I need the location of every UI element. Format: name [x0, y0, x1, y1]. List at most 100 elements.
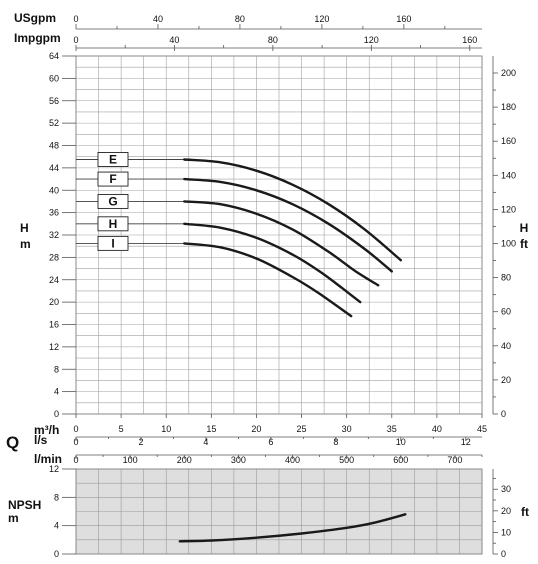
usgpm-tick-label: 80 — [235, 14, 245, 24]
h-right-axis-letter: H — [520, 221, 529, 235]
curve-label-G: G — [108, 194, 117, 208]
m3h-tick-label: 20 — [251, 424, 261, 434]
m3h-tick-label: 40 — [432, 424, 442, 434]
ls-tick-label: 4 — [203, 437, 208, 447]
npsh-m-ticks: 0 4 8 12 — [49, 464, 76, 559]
h-m-tick-label: 36 — [49, 208, 59, 218]
curve-label-box-H — [97, 216, 129, 232]
curve-label-I: I — [111, 236, 114, 250]
lmin-tick-label: 700 — [447, 455, 462, 465]
h-m-tick-label: 56 — [49, 96, 59, 106]
npsh-grid — [76, 469, 482, 554]
curve-label-box-G — [97, 193, 129, 209]
npsh-ft-axis-label: ft — [521, 505, 529, 519]
curve-I — [183, 242, 353, 318]
lmin-tick-label: 500 — [339, 455, 354, 465]
q-label: Q — [6, 433, 19, 452]
usgpm-tick-label: 160 — [396, 14, 411, 24]
h-m-tick-label: 12 — [49, 342, 59, 352]
curve-F — [183, 177, 393, 273]
curve-E — [183, 158, 402, 262]
npsh-ft-ticks: 0 10 20 30 — [492, 469, 511, 559]
h-m-tick-label: 48 — [49, 141, 59, 151]
lmin-tick-label: 300 — [231, 455, 246, 465]
curve-label-E: E — [109, 152, 117, 166]
curve-label-box-F — [97, 171, 129, 187]
npsh-ft-tick-label: 20 — [501, 506, 511, 516]
lmin-tick-label: 100 — [123, 455, 138, 465]
npsh-curve — [178, 513, 407, 543]
h-m-tick-label: 28 — [49, 252, 59, 262]
h-m-tick-label: 60 — [49, 73, 59, 83]
npsh-m-tick-label: 8 — [54, 492, 59, 502]
h-ft-tick-label: 20 — [501, 375, 511, 385]
h-m-tick-label: 20 — [49, 297, 59, 307]
h-m-tick-label: 64 — [49, 51, 59, 61]
npsh-m-tick-label: 4 — [54, 521, 59, 531]
h-m-tick-label: 0 — [54, 409, 59, 419]
flow-bottom-axes: 0 5 10 15 20 25 30 35 40 45 0 2 4 6 8 10 12 0 100 200 300 400… — [73, 414, 487, 465]
ls-tick-label: 0 — [73, 437, 78, 447]
h-ft-tick-label: 180 — [501, 102, 516, 112]
ls-tick-label: 12 — [461, 437, 471, 447]
flow-top-axes: 0 40 80 120 160 0 40 80 120 160 — [73, 14, 482, 51]
ls-tick-label: 8 — [333, 437, 338, 447]
usgpm-tick-label: 120 — [314, 14, 329, 24]
curve-G — [183, 200, 380, 287]
curve-H — [183, 222, 362, 304]
h-axis-unit: m — [20, 237, 31, 251]
ls-tick-label: 10 — [396, 437, 406, 447]
h-ft-tick-label: 40 — [501, 341, 511, 351]
npsh-ft-tick-label: 30 — [501, 484, 511, 494]
impgpm-tick-label: 40 — [169, 35, 179, 45]
ls-tick-label: 6 — [268, 437, 273, 447]
usgpm-tick-label: 40 — [153, 14, 163, 24]
curve-label-H: H — [109, 217, 118, 231]
h-ft-tick-label: 160 — [501, 136, 516, 146]
impgpm-tick-label: 0 — [73, 35, 78, 45]
lmin-tick-label: 600 — [393, 455, 408, 465]
m3h-axis-label: m³/h — [34, 423, 59, 437]
h-axis-letter: H — [20, 221, 29, 235]
m3h-tick-label: 30 — [342, 424, 352, 434]
h-ft-tick-label: 140 — [501, 170, 516, 180]
lmin-tick-label: 200 — [177, 455, 192, 465]
h-m-tick-label: 40 — [49, 185, 59, 195]
h-ft-tick-label: 200 — [501, 68, 516, 78]
curve-label-box-I — [97, 235, 129, 251]
npsh-m-tick-label: 0 — [54, 549, 59, 559]
h-ft-tick-label: 60 — [501, 307, 511, 317]
m3h-tick-label: 0 — [73, 424, 78, 434]
curve-label-box-E — [97, 152, 129, 167]
npsh-m-tick-label: 12 — [49, 464, 59, 474]
h-m-tick-label: 32 — [49, 230, 59, 240]
m3h-tick-label: 25 — [297, 424, 307, 434]
h-m-tick-label: 44 — [49, 163, 59, 173]
ls-tick-label: 2 — [138, 437, 143, 447]
npsh-axis-unit: m — [8, 511, 19, 525]
usgpm-axis-label: USgpm — [14, 11, 56, 25]
impgpm-axis-label: Impgpm — [14, 31, 61, 45]
ls-axis-label: l/s — [34, 433, 48, 447]
h-ft-tick-label: 0 — [501, 409, 506, 419]
h-ft-ticks: 0 20 40 60 80 100 120 140 160 180 200 — [492, 56, 516, 419]
m3h-tick-label: 10 — [161, 424, 171, 434]
h-m-tick-label: 16 — [49, 320, 59, 330]
m3h-tick-label: 5 — [119, 424, 124, 434]
h-m-tick-label: 24 — [49, 275, 59, 285]
npsh-ft-tick-label: 10 — [501, 527, 511, 537]
m3h-tick-label: 35 — [387, 424, 397, 434]
h-ft-tick-label: 100 — [501, 239, 516, 249]
npsh-axis-label: NPSH — [8, 498, 41, 512]
lmin-axis-label: l/min — [34, 452, 62, 466]
h-m-tick-label: 52 — [49, 118, 59, 128]
h-right-axis-unit: ft — [520, 237, 528, 251]
impgpm-tick-label: 120 — [364, 35, 379, 45]
npsh-ft-tick-label: 0 — [501, 549, 506, 559]
h-m-tick-label: 4 — [54, 387, 59, 397]
usgpm-tick-label: 0 — [73, 14, 78, 24]
impgpm-tick-label: 160 — [462, 35, 477, 45]
lmin-tick-label: 0 — [73, 455, 78, 465]
